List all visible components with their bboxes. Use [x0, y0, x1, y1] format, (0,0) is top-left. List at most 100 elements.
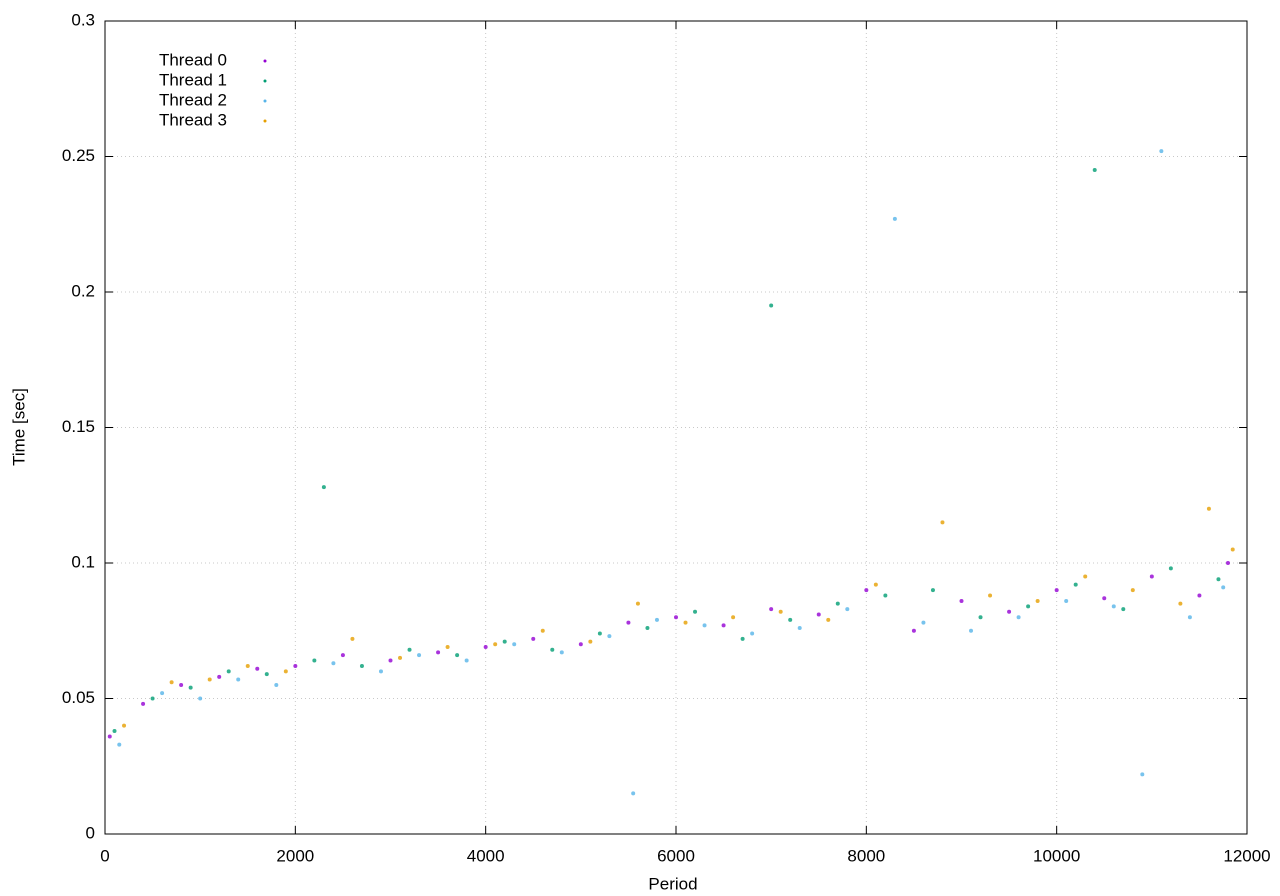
point	[236, 677, 241, 682]
point	[169, 680, 174, 685]
point	[1197, 593, 1202, 598]
point	[1187, 615, 1192, 620]
x-tick-label: 0	[100, 846, 109, 865]
point	[883, 593, 888, 598]
legend-marker	[263, 99, 267, 103]
point	[350, 636, 355, 641]
x-tick-label: 2000	[276, 846, 314, 865]
point	[1121, 607, 1126, 612]
point	[578, 642, 583, 647]
point	[388, 658, 393, 663]
point	[845, 607, 850, 612]
point	[378, 669, 383, 674]
point	[1026, 604, 1031, 609]
legend-label: Thread 3	[159, 110, 227, 129]
point	[502, 639, 507, 644]
plot-border	[104, 20, 1248, 835]
y-tick-label: 0.15	[62, 417, 95, 436]
x-tick-label: 10000	[1033, 846, 1080, 865]
point	[1064, 598, 1069, 603]
point	[978, 615, 983, 620]
point	[969, 628, 974, 633]
point	[1178, 601, 1183, 606]
point	[283, 669, 288, 674]
point	[788, 617, 793, 622]
point	[445, 645, 450, 650]
y-axis-label: Time [sec]	[9, 388, 28, 466]
point	[107, 734, 112, 739]
point	[654, 617, 659, 622]
point	[464, 658, 469, 663]
x-tick-label: 12000	[1223, 846, 1270, 865]
point	[293, 663, 298, 668]
point	[721, 623, 726, 628]
x-axis-label: Period	[648, 874, 697, 893]
point	[455, 653, 460, 658]
point	[1054, 588, 1059, 593]
point	[1206, 506, 1211, 511]
point	[1130, 588, 1135, 593]
point	[483, 645, 488, 650]
legend-label: Thread 0	[159, 50, 227, 69]
point	[769, 607, 774, 612]
point	[255, 666, 260, 671]
point	[1159, 149, 1164, 154]
point	[959, 598, 964, 603]
y-tick-label: 0.3	[71, 10, 95, 29]
point	[417, 653, 422, 658]
point	[921, 620, 926, 625]
point	[312, 658, 317, 663]
y-tick-label: 0.1	[71, 552, 95, 571]
point	[930, 588, 935, 593]
point	[702, 623, 707, 628]
point	[141, 701, 146, 706]
point	[631, 791, 636, 796]
point	[797, 626, 802, 631]
point	[731, 615, 736, 620]
point	[674, 615, 678, 620]
point	[264, 672, 269, 677]
point	[436, 650, 441, 655]
point	[1102, 596, 1107, 601]
point	[117, 742, 122, 747]
legend-label: Thread 2	[159, 90, 227, 109]
y-tick-label: 0.25	[62, 146, 95, 165]
point	[493, 642, 498, 647]
point	[540, 628, 545, 633]
point	[122, 723, 127, 728]
point	[1149, 574, 1154, 579]
point	[1221, 585, 1226, 590]
point	[826, 617, 831, 622]
point	[750, 631, 755, 636]
point	[873, 582, 878, 587]
point	[359, 663, 364, 668]
point	[398, 655, 403, 660]
point	[1073, 582, 1078, 587]
point	[626, 620, 631, 625]
point	[864, 588, 869, 593]
point	[1225, 561, 1230, 565]
y-tick-label: 0	[86, 823, 95, 842]
y-tick-label: 0.2	[71, 281, 95, 300]
point	[1230, 547, 1235, 552]
legend-marker	[263, 59, 267, 63]
point	[531, 636, 536, 641]
point	[635, 601, 640, 606]
point	[321, 485, 326, 490]
point	[1035, 598, 1040, 603]
point	[1111, 604, 1116, 609]
point	[940, 520, 945, 525]
legend-label: Thread 1	[159, 70, 227, 89]
point	[331, 661, 336, 666]
point	[1007, 609, 1012, 614]
point	[226, 669, 231, 674]
point	[607, 634, 612, 639]
point	[245, 663, 250, 668]
point	[683, 620, 688, 625]
x-tick-label: 6000	[657, 846, 695, 865]
point	[512, 642, 517, 647]
point	[559, 650, 564, 655]
x-tick-label: 4000	[467, 846, 505, 865]
point	[693, 609, 698, 614]
